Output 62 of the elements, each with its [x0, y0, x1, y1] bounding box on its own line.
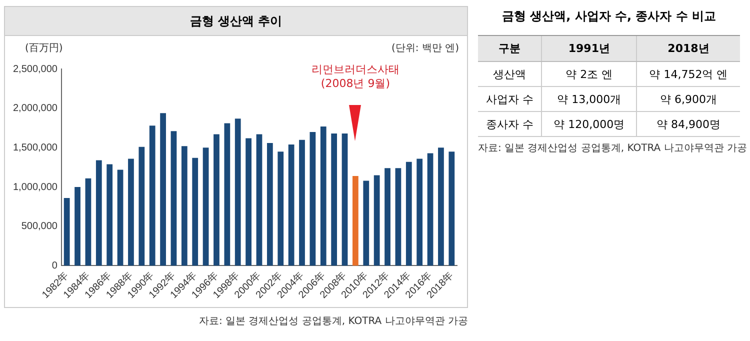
bar	[299, 140, 305, 266]
bar	[160, 113, 166, 266]
y-tick-label: 2,000,000	[12, 103, 58, 114]
bar	[384, 168, 390, 266]
text: 약 6,900개	[660, 92, 717, 106]
bar	[278, 152, 284, 266]
y-tick-label: 1,500,000	[12, 142, 58, 154]
bar	[149, 126, 156, 266]
category-label: 사업자 수	[486, 92, 534, 106]
category-label: 생산액	[493, 68, 526, 80]
bar	[331, 134, 338, 266]
category-label: 종사자 수	[486, 118, 534, 130]
bar	[427, 153, 434, 266]
annotation: 리먼브러더스사태 (2008년 9월)	[311, 63, 400, 90]
y-tick-label: 1,000,000	[12, 182, 58, 193]
chart-subtitle: (단위: 백만 엔)	[391, 42, 459, 55]
category-label: 2018년	[636, 36, 740, 62]
y-tick-label: 500,000	[21, 221, 58, 232]
text: 금형 생산액, 사업자 수, 종사자 수 비교	[500, 8, 718, 25]
bar	[374, 175, 380, 266]
bar	[96, 160, 102, 266]
y-tick-label: 0	[52, 260, 58, 272]
bar	[170, 131, 177, 266]
bar	[288, 144, 294, 266]
bar	[438, 148, 444, 266]
y-axis-title: (百万円)	[25, 42, 63, 55]
text: 약 13,000개	[557, 92, 622, 106]
bar	[224, 123, 230, 266]
bar	[395, 168, 402, 266]
bar	[266, 142, 273, 266]
bar	[352, 176, 358, 266]
text: 약 84,900명	[656, 118, 720, 130]
bar	[363, 180, 370, 266]
text: 약 120,000명	[554, 118, 625, 130]
chart-title: 금형 생산액 추이	[5, 7, 467, 36]
bar	[256, 134, 262, 266]
bar	[181, 146, 188, 266]
bar	[406, 162, 412, 266]
bar	[214, 134, 220, 266]
bar	[416, 158, 423, 266]
bar	[128, 158, 134, 266]
bar	[74, 187, 80, 266]
bar	[117, 170, 124, 266]
bar	[202, 148, 209, 266]
bar	[192, 158, 198, 266]
bar	[106, 164, 113, 266]
bar	[246, 138, 252, 266]
bar	[234, 118, 241, 266]
bar	[85, 178, 92, 266]
bar	[64, 198, 70, 266]
text: 자료: 일본 경제산업성 공업통계, KOTRA 나고야무역관 가공	[199, 315, 468, 328]
bar	[310, 132, 316, 266]
category-label: 구분	[478, 36, 542, 62]
bar	[448, 152, 455, 266]
bar	[138, 146, 145, 266]
text: 자료: 일본 경제산업성 공업통계, KOTRA 나고야무역관 가공	[478, 142, 747, 155]
y-tick-label: 2,500,000	[12, 64, 58, 75]
bar	[320, 126, 326, 266]
text: 약 14,752억 엔	[649, 68, 728, 80]
category-label: 1991년	[542, 36, 636, 62]
text: 약 2조 엔	[566, 68, 613, 80]
bar	[342, 134, 348, 266]
